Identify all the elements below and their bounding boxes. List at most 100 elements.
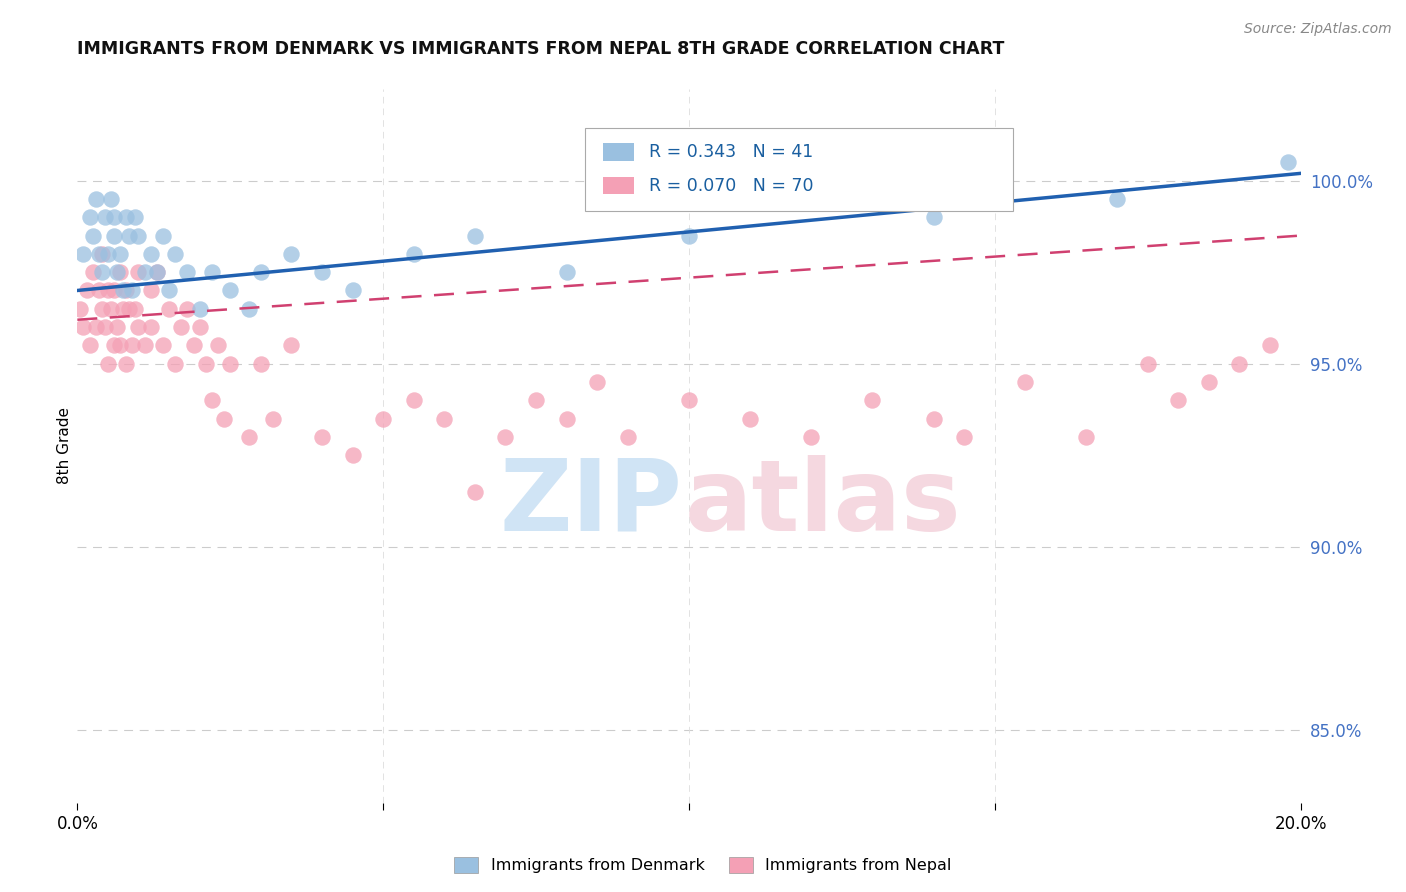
Point [100, 192, 122, 206]
Point [115, 211, 138, 225]
Point [94, 211, 117, 225]
Point [922, 411, 945, 425]
Point [342, 284, 364, 298]
Point [464, 228, 486, 243]
Point [586, 375, 609, 389]
Point [69, 301, 91, 316]
Point [371, 411, 394, 425]
Point [124, 211, 146, 225]
Point [108, 338, 131, 352]
Point [128, 265, 150, 279]
Point [250, 357, 273, 371]
Point [402, 247, 425, 261]
Point [105, 320, 128, 334]
Point [176, 265, 198, 279]
Legend: Immigrants from Denmark, Immigrants from Nepal: Immigrants from Denmark, Immigrants from… [447, 850, 959, 880]
Point [82, 265, 104, 279]
Point [524, 393, 547, 408]
Point [112, 284, 135, 298]
Point [103, 228, 125, 243]
Point [90, 265, 112, 279]
Point [79, 338, 101, 352]
Point [100, 301, 122, 316]
Text: IMMIGRANTS FROM DENMARK VS IMMIGRANTS FROM NEPAL 8TH GRADE CORRELATION CHART: IMMIGRANTS FROM DENMARK VS IMMIGRANTS FR… [77, 40, 1005, 58]
Point [194, 357, 217, 371]
Point [128, 228, 150, 243]
Point [108, 265, 131, 279]
Text: ZIP: ZIP [499, 455, 682, 551]
Point [94, 320, 117, 334]
Point [464, 484, 486, 499]
Text: Source: ZipAtlas.com: Source: ZipAtlas.com [1244, 22, 1392, 37]
Point [953, 430, 976, 444]
Point [311, 265, 333, 279]
Point [495, 430, 517, 444]
Point [105, 265, 128, 279]
Point [262, 411, 284, 425]
Point [219, 284, 242, 298]
Point [118, 228, 141, 243]
Point [84, 320, 107, 334]
Point [922, 211, 945, 225]
Point [72, 320, 94, 334]
Point [433, 411, 456, 425]
Point [97, 247, 120, 261]
Bar [603, 143, 634, 161]
Point [555, 411, 578, 425]
Point [402, 393, 425, 408]
Point [800, 430, 823, 444]
Point [139, 284, 162, 298]
Point [280, 247, 302, 261]
Point [1198, 375, 1220, 389]
Point [87, 247, 110, 261]
Point [1076, 430, 1098, 444]
Point [134, 338, 156, 352]
Point [139, 320, 162, 334]
Point [678, 228, 700, 243]
Point [207, 338, 229, 352]
FancyBboxPatch shape [585, 128, 1014, 211]
Point [103, 211, 125, 225]
Point [617, 430, 640, 444]
Point [165, 357, 187, 371]
Point [121, 338, 143, 352]
Point [678, 393, 700, 408]
Point [188, 301, 211, 316]
Point [238, 430, 260, 444]
Point [97, 357, 120, 371]
Point [1014, 375, 1036, 389]
Point [84, 192, 107, 206]
Point [170, 320, 193, 334]
Point [1107, 192, 1129, 206]
Point [128, 320, 150, 334]
Point [1229, 357, 1251, 371]
Point [115, 357, 138, 371]
Point [97, 284, 120, 298]
Point [76, 284, 98, 298]
Point [201, 265, 224, 279]
Point [157, 301, 180, 316]
Point [1258, 338, 1281, 352]
Point [238, 301, 260, 316]
Point [115, 284, 138, 298]
Point [555, 265, 578, 279]
Point [157, 284, 180, 298]
Point [90, 247, 112, 261]
Point [183, 338, 205, 352]
Point [108, 247, 131, 261]
Point [103, 338, 125, 352]
Point [152, 228, 174, 243]
Point [90, 301, 112, 316]
Point [188, 320, 211, 334]
Point [1136, 357, 1159, 371]
Bar [603, 177, 634, 194]
Point [342, 448, 364, 462]
Point [118, 301, 141, 316]
Point [72, 247, 94, 261]
Point [176, 301, 198, 316]
Point [862, 393, 884, 408]
Point [146, 265, 169, 279]
Text: R = 0.343   N = 41: R = 0.343 N = 41 [648, 143, 813, 161]
Point [121, 284, 143, 298]
Point [146, 265, 169, 279]
